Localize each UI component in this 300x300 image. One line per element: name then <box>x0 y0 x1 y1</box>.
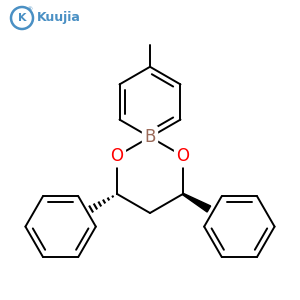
Text: O: O <box>111 147 124 165</box>
Text: B: B <box>144 128 156 146</box>
Polygon shape <box>182 194 211 212</box>
Text: Kuujia: Kuujia <box>37 11 81 25</box>
Text: ®: ® <box>27 8 33 13</box>
Text: K: K <box>18 13 26 23</box>
Text: O: O <box>176 147 189 165</box>
